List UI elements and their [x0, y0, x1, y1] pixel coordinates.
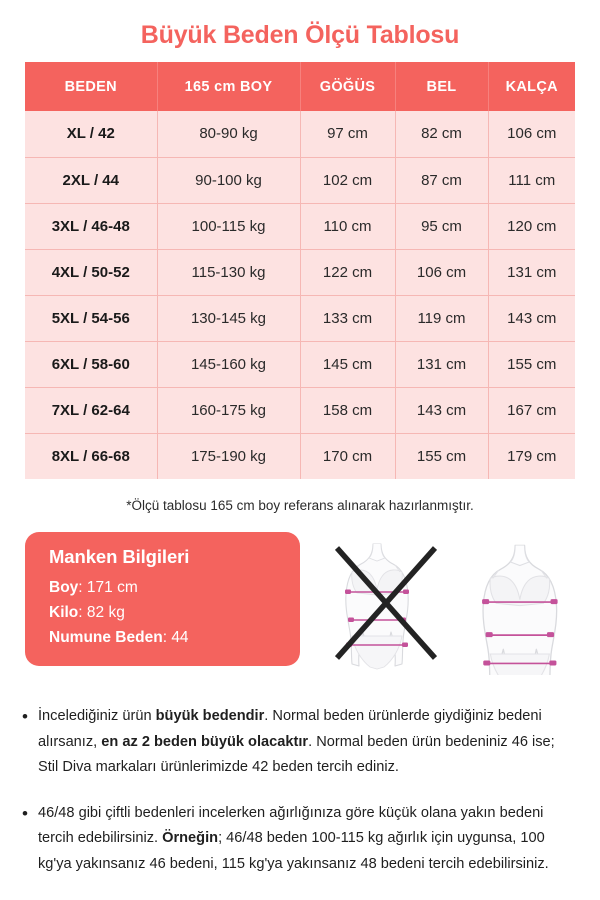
correct-figure-group: [482, 544, 558, 675]
model-info-label-kilo: Kilo: [49, 604, 79, 621]
cell-gogus: 170 cm: [300, 433, 396, 479]
cell-beden: 5XL / 54-56: [25, 295, 158, 342]
model-info-value-kilo: 82 kg: [86, 604, 125, 621]
cell-beden: 2XL / 44: [25, 157, 158, 204]
size-table: BEDEN 165 cm BOY GÖĞÜS BEL KALÇA XL / 42…: [25, 62, 575, 479]
note-text-run: . Normal beden ürün bedeniniz 46 ise; St…: [38, 733, 555, 776]
notes-list: • İncelediğiniz ürün büyük bedendir. Norm…: [22, 704, 578, 877]
cell-beden: 3XL / 46-48: [25, 203, 158, 250]
table-row: 5XL / 54-56 130-145 kg 133 cm 119 cm 143 cm: [25, 295, 575, 342]
cell-kalca: 106 cm: [488, 111, 575, 158]
note-text-run: . Normal beden ürünlerde giydiğiniz bede…: [38, 708, 542, 750]
bullet-icon: •: [22, 707, 28, 726]
column-header-bel: BEL: [395, 62, 489, 111]
cell-bel: 82 cm: [395, 111, 489, 158]
bullet-icon: •: [22, 803, 28, 823]
hip-measure-line: [483, 660, 557, 666]
cell-beden: 6XL / 58-60: [25, 341, 158, 388]
cell-boy: 115-130 kg: [157, 249, 301, 296]
cell-boy: 145-160 kg: [157, 341, 301, 388]
note-item: • İncelediğiniz ürün büyük bedendir. Norm…: [22, 704, 578, 781]
measurement-figures: [325, 530, 590, 675]
cell-kalca: 167 cm: [488, 387, 575, 434]
cell-boy: 90-100 kg: [157, 157, 301, 204]
model-info-row-numune-beden: Numune Beden: 44: [49, 625, 300, 650]
column-header-kalca: KALÇA: [488, 62, 575, 111]
model-info-value-numune-beden: 44: [171, 629, 189, 646]
cell-bel: 106 cm: [395, 249, 489, 296]
cell-kalca: 131 cm: [488, 249, 575, 296]
cell-kalca: 111 cm: [488, 157, 575, 204]
cell-kalca: 179 cm: [488, 433, 575, 479]
model-info-sep-numune-beden: :: [162, 629, 172, 646]
note-text-run: İncelediğiniz ürün: [38, 708, 156, 724]
cell-bel: 119 cm: [395, 295, 489, 342]
note-text-run: ; 46/48 beden 100-115 kg ağırlık için uy…: [38, 830, 549, 872]
model-info-label-boy: Boy: [49, 579, 79, 596]
table-row: 4XL / 50-52 115-130 kg 122 cm 106 cm 131 cm: [25, 249, 575, 296]
table-row: 8XL / 66-68 175-190 kg 170 cm 155 cm 179 cm: [25, 433, 575, 479]
model-info-card: Manken Bilgileri Boy: 171 cm Kilo: 82 kg…: [25, 532, 300, 666]
table-row: XL / 42 80-90 kg 97 cm 82 cm 106 cm: [25, 111, 575, 158]
cell-kalca: 155 cm: [488, 341, 575, 388]
cell-boy: 80-90 kg: [157, 111, 301, 158]
cell-gogus: 102 cm: [300, 157, 396, 204]
cell-beden: XL / 42: [25, 111, 158, 158]
cell-bel: 155 cm: [395, 433, 489, 479]
cell-boy: 160-175 kg: [157, 387, 301, 434]
cross-out-icon: [334, 546, 438, 660]
model-info-value-boy: 171 cm: [86, 579, 138, 596]
note-text-run: 46/48 gibi çiftli bedenleri incelerken a…: [38, 804, 544, 847]
cell-kalca: 143 cm: [488, 295, 575, 342]
model-info-title: Manken Bilgileri: [49, 546, 190, 567]
cell-bel: 143 cm: [395, 387, 489, 434]
table-row: 7XL / 62-64 160-175 kg 158 cm 143 cm 167 cm: [25, 387, 575, 434]
cell-beden: 7XL / 62-64: [25, 387, 158, 434]
cell-gogus: 122 cm: [300, 249, 396, 296]
cell-bel: 87 cm: [395, 157, 489, 204]
cell-boy: 130-145 kg: [157, 295, 301, 342]
model-and-figures-band: Manken Bilgileri Boy: 171 cm Kilo: 82 kg…: [0, 532, 600, 682]
cell-boy: 175-190 kg: [157, 433, 301, 479]
cell-gogus: 97 cm: [300, 111, 396, 158]
model-info-label-numune-beden: Numune Beden: [49, 629, 163, 646]
table-header-row: BEDEN 165 cm BOY GÖĞÜS BEL KALÇA: [25, 62, 575, 111]
note-text-emphasis: Örneğin: [162, 830, 219, 846]
note-text-emphasis: büyük bedendir: [155, 708, 265, 724]
cell-gogus: 158 cm: [300, 387, 396, 434]
note-text-emphasis: en az 2 beden büyük olacaktır: [101, 733, 309, 750]
model-info-row-kilo: Kilo: 82 kg: [49, 600, 300, 625]
model-info-sep-boy: :: [78, 579, 87, 596]
cell-kalca: 120 cm: [488, 203, 575, 250]
cell-gogus: 110 cm: [300, 203, 396, 250]
cell-beden: 4XL / 50-52: [25, 249, 158, 296]
cell-bel: 95 cm: [395, 203, 489, 250]
waist-measure-line: [485, 632, 555, 638]
bust-measure-line: [482, 599, 558, 605]
cell-bel: 131 cm: [395, 341, 489, 388]
cell-gogus: 133 cm: [300, 295, 396, 342]
incorrect-figure-group: [345, 543, 409, 670]
column-header-boy: 165 cm BOY: [157, 62, 301, 111]
column-header-gogus: GÖĞÜS: [300, 62, 396, 111]
measurement-figures-svg: [334, 543, 558, 675]
table-footnote: *Ölçü tablosu 165 cm boy referans alınar…: [126, 498, 474, 513]
table-row: 6XL / 58-60 145-160 kg 145 cm 131 cm 155 cm: [25, 341, 575, 388]
size-table-container: BEDEN 165 cm BOY GÖĞÜS BEL KALÇA XL / 42…: [25, 62, 575, 479]
cell-beden: 8XL / 66-68: [25, 433, 158, 479]
model-info-row-boy: Boy: 171 cm: [49, 575, 300, 600]
page-title: Büyük Beden Ölçü Tablosu: [140, 21, 460, 49]
cell-gogus: 145 cm: [300, 341, 396, 388]
column-header-beden: BEDEN: [25, 62, 158, 111]
table-row: 3XL / 46-48 100-115 kg 110 cm 95 cm 120 cm: [25, 203, 575, 250]
table-row: 2XL / 44 90-100 kg 102 cm 87 cm 111 cm: [25, 157, 575, 204]
note-text: 46/48 gibi çiftli bedenleri incelerken a…: [38, 801, 578, 878]
model-info-sep-kilo: :: [78, 604, 87, 621]
note-text: İncelediğiniz ürün büyük bedendir. Norma…: [38, 704, 578, 781]
note-item: • 46/48 gibi çiftli bedenleri incelerken …: [22, 801, 578, 878]
cell-boy: 100-115 kg: [157, 203, 301, 250]
size-table-head: BEDEN 165 cm BOY GÖĞÜS BEL KALÇA: [25, 62, 575, 111]
size-table-body: XL / 42 80-90 kg 97 cm 82 cm 106 cm 2XL / 44 9…: [25, 111, 575, 479]
